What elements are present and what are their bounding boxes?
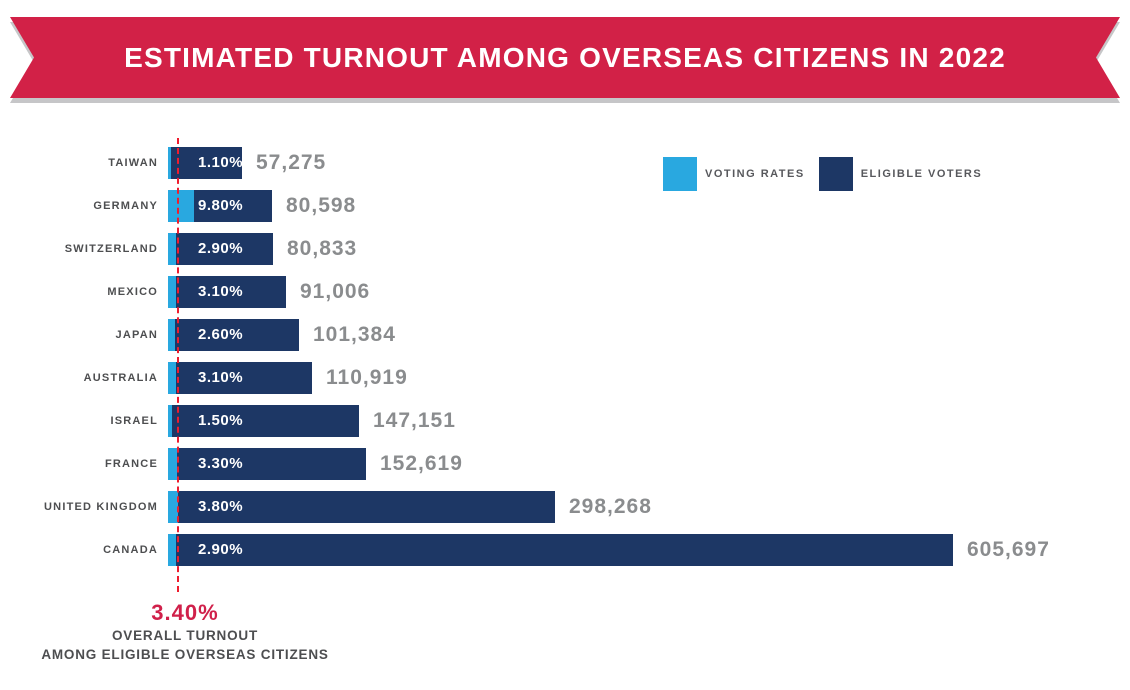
voting-rate-bar (168, 534, 176, 566)
voters-value-label: 80,598 (286, 194, 357, 217)
voting-rates-swatch-icon (663, 157, 697, 191)
voting-rate-bar (168, 362, 176, 394)
rate-value-label: 9.80% (198, 197, 244, 214)
overall-turnout-subtitle-1: OVERALL TURNOUT (112, 628, 258, 643)
eligible-voters-bar (168, 405, 359, 437)
eligible-voters-swatch-icon (818, 157, 853, 191)
bar-area: 1.50% 147,151 (168, 405, 1130, 437)
eligible-voters-bar (168, 534, 953, 566)
overall-turnout-subtitle-2: AMONG ELIGIBLE OVERSEAS CITIZENS (41, 647, 329, 662)
bar-area: 3.30% 152,619 (168, 448, 1130, 480)
bar-area: 2.60% 101,384 (168, 319, 1130, 351)
eligible-voters-bar (168, 448, 366, 480)
legend-item-eligible-voters: ELIGIBLE VOTERS (818, 157, 983, 191)
country-label: AUSTRALIA (83, 372, 158, 384)
voting-rate-bar (168, 491, 178, 523)
bar-row: FRANCE 3.30% 152,619 (0, 448, 1130, 480)
bar-row: AUSTRALIA 3.10% 110,919 (0, 362, 1130, 394)
bar-area: 3.80% 298,268 (168, 491, 1130, 523)
legend-item-voting-rates: VOTING RATES (663, 157, 805, 191)
eligible-voters-bar (168, 362, 312, 394)
eligible-voters-bar (168, 319, 299, 351)
voting-rate-bar (168, 147, 171, 179)
country-label: GERMANY (93, 200, 158, 212)
rate-value-label: 3.80% (198, 498, 244, 515)
bar-area: 1.10% 57,275 (168, 147, 1130, 179)
bar-area: 3.10% 110,919 (168, 362, 1130, 394)
bar-row: CANADA 2.90% 605,697 (0, 534, 1130, 566)
voters-value-label: 605,697 (967, 538, 1050, 561)
overall-turnout-annotation: 3.40% OVERALL TURNOUT AMONG ELIGIBLE OVE… (15, 600, 355, 664)
bar-area: 9.80% 80,598 (168, 190, 1130, 222)
bar-row: MEXICO 3.10% 91,006 (0, 276, 1130, 308)
country-label: UNITED KINGDOM (44, 501, 158, 513)
voters-value-label: 80,833 (287, 237, 358, 260)
rate-value-label: 3.10% (198, 369, 244, 386)
country-label: CANADA (103, 544, 158, 556)
voters-value-label: 152,619 (380, 452, 463, 475)
rate-value-label: 3.30% (198, 455, 244, 472)
country-label: SWITZERLAND (64, 243, 158, 255)
country-label: MEXICO (107, 286, 158, 298)
country-label: TAIWAN (108, 157, 158, 169)
bar-chart: TAIWAN 1.10% 57,275 GERMANY 9.80% 80,598 SWITZ… (0, 147, 1130, 577)
voters-value-label: 91,006 (300, 280, 371, 303)
bar-row: SWITZERLAND 2.90% 80,833 (0, 233, 1130, 265)
voters-value-label: 101,384 (313, 323, 396, 346)
voting-rate-bar (168, 233, 176, 265)
bar-area: 2.90% 605,697 (168, 534, 1130, 566)
voters-value-label: 147,151 (373, 409, 456, 432)
voting-rate-bar (168, 276, 176, 308)
rate-value-label: 3.10% (198, 283, 244, 300)
bar-row: JAPAN 2.60% 101,384 (0, 319, 1130, 351)
rate-value-label: 2.90% (198, 541, 244, 558)
country-label: ISRAEL (110, 415, 158, 427)
legend-label: VOTING RATES (705, 168, 805, 180)
eligible-voters-bar (168, 491, 555, 523)
rate-value-label: 2.90% (198, 240, 244, 257)
eligible-voters-bar (168, 276, 286, 308)
rate-value-label: 1.10% (198, 154, 244, 171)
voting-rate-bar (168, 448, 177, 480)
legend-label: ELIGIBLE VOTERS (860, 168, 983, 180)
country-label: JAPAN (115, 329, 158, 341)
bar-area: 3.10% 91,006 (168, 276, 1130, 308)
voters-value-label: 110,919 (326, 366, 408, 389)
page-title: ESTIMATED TURNOUT AMONG OVERSEAS CITIZEN… (124, 41, 1006, 73)
voters-value-label: 57,275 (256, 151, 327, 174)
overall-turnout-value: 3.40% (151, 600, 219, 625)
rate-value-label: 2.60% (198, 326, 244, 343)
bar-area: 2.90% 80,833 (168, 233, 1130, 265)
legend: VOTING RATES ELIGIBLE VOTERS (663, 157, 982, 191)
bar-row: UNITED KINGDOM 3.80% 298,268 (0, 491, 1130, 523)
eligible-voters-bar (168, 233, 273, 265)
voting-rate-bar (168, 319, 175, 351)
overall-turnout-reference-line (177, 138, 179, 592)
voting-rate-bar (168, 190, 194, 222)
voters-value-label: 298,268 (569, 495, 652, 518)
eligible-voters-bar (168, 147, 242, 179)
bar-row: TAIWAN 1.10% 57,275 (0, 147, 1130, 179)
bar-row: GERMANY 9.80% 80,598 (0, 190, 1130, 222)
country-label: FRANCE (104, 458, 158, 470)
title-banner: ESTIMATED TURNOUT AMONG OVERSEAS CITIZEN… (10, 17, 1120, 98)
rate-value-label: 1.50% (198, 412, 244, 429)
voting-rate-bar (168, 405, 172, 437)
bar-row: ISRAEL 1.50% 147,151 (0, 405, 1130, 437)
